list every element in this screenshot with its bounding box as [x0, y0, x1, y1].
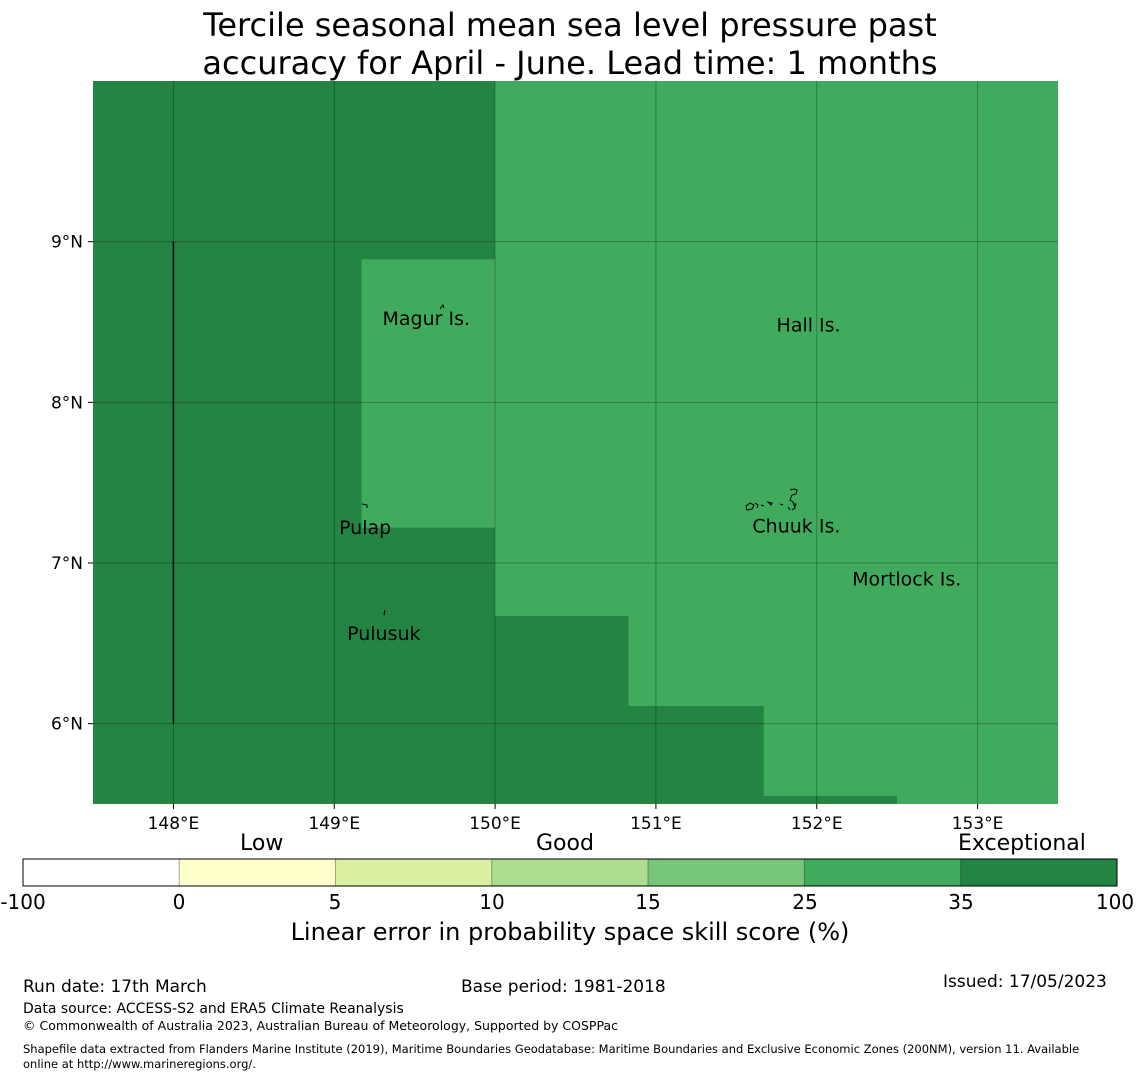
map-gridlines [93, 81, 1058, 804]
place-labels: Magur Is. Hall Is. Pulap Chuuk Is. Mortlock … [339, 308, 961, 645]
colorbar-segment [491, 858, 649, 887]
colorbar-segment [803, 858, 962, 887]
colorbar-tick: -100 [0, 890, 46, 914]
title-line-1: Tercile seasonal mean sea level pressure… [203, 6, 937, 44]
run-date: Run date: 17th March [23, 977, 207, 997]
base-period: Base period: 1981-2018 [461, 977, 666, 997]
copyright: © Commonwealth of Australia 2023, Austra… [23, 1018, 618, 1033]
skill-regions [93, 81, 1058, 804]
place-label: Hall Is. [777, 315, 841, 337]
colorbar-segment [960, 858, 1118, 887]
colorbar-tick: 35 [948, 890, 974, 914]
magur-island-shape [439, 303, 445, 310]
chuuk-lagoon-shapes [745, 488, 798, 511]
shapefile-credit-line-1: Shapefile data extracted from Flanders M… [23, 1042, 1080, 1056]
lon-tick-label: 148°E [148, 814, 200, 834]
shapefile-credit-line-2: online at http://www.marineregions.org/. [23, 1057, 256, 1071]
colorbar-segment [647, 858, 805, 887]
map-features [361, 303, 798, 616]
colorbar-segment [22, 858, 180, 887]
colorbar-segment [335, 858, 493, 887]
skill-region-high [361, 259, 496, 528]
skill-region-exceptional [763, 795, 898, 804]
colorbar-label-low: Low [240, 831, 284, 856]
lat-tick-label: 6°N [51, 715, 83, 735]
skill-region-exceptional [495, 616, 629, 804]
lon-tick-label: 149°E [308, 814, 360, 834]
colorbar-segment [178, 858, 337, 887]
data-source: Data source: ACCESS-S2 and ERA5 Climate … [23, 1001, 404, 1017]
colorbar-tick: 5 [328, 890, 342, 914]
lat-tick-label: 9°N [51, 233, 83, 253]
place-label: Pulap [339, 517, 391, 539]
lon-tick-label: 153°E [952, 814, 1004, 834]
skill-region-exceptional [628, 705, 764, 804]
colorbar-tick: 100 [1095, 890, 1135, 914]
colorbar-frame [22, 858, 1118, 887]
colorbar-title: Linear error in probability space skill … [290, 918, 850, 946]
colorbar-label-exceptional: Exceptional [958, 831, 1086, 856]
title-line-2: accuracy for April - June. Lead time: 1 … [202, 44, 938, 82]
chart-title: Tercile seasonal mean sea level pressure… [0, 6, 1140, 82]
colorbar-tick: 25 [792, 890, 818, 914]
place-label: Magur Is. [383, 308, 471, 330]
colorbar-tick: 0 [172, 890, 186, 914]
lon-tick-label: 151°E [630, 814, 682, 834]
issued-date: Issued: 17/05/2023 [943, 972, 1107, 992]
place-label: Mortlock Is. [852, 568, 961, 590]
place-label: Pulusuk [347, 623, 420, 645]
axis-ticks: 148°E 149°E 150°E 151°E 152°E 153°E 9°N 8°N 7°N 6… [51, 233, 1003, 834]
lon-tick-label: 152°E [791, 814, 843, 834]
pulap-island-shape [361, 503, 368, 508]
lat-tick-label: 7°N [51, 554, 83, 574]
lat-tick-label: 8°N [51, 393, 83, 413]
colorbar-tick: 15 [635, 890, 661, 914]
colorbar-tick: 10 [479, 890, 505, 914]
pulusuk-island-shape [383, 609, 386, 616]
colorbar-label-good: Good [536, 831, 594, 856]
place-label: Chuuk Is. [752, 515, 840, 537]
lon-tick-label: 150°E [469, 814, 521, 834]
colorbar [22, 858, 1118, 887]
